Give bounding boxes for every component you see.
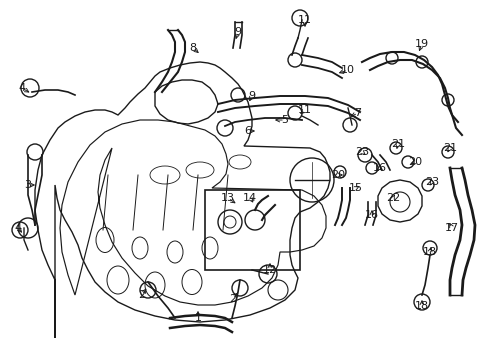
- Text: 21: 21: [443, 143, 457, 153]
- Text: 9: 9: [234, 27, 242, 37]
- Text: 17: 17: [445, 223, 459, 233]
- Text: 3: 3: [24, 180, 31, 190]
- Text: 21: 21: [391, 139, 405, 149]
- Text: 4: 4: [19, 83, 25, 93]
- Text: 16: 16: [365, 210, 379, 220]
- Text: 11: 11: [298, 15, 312, 25]
- Text: 19: 19: [415, 39, 429, 49]
- Text: 8: 8: [190, 43, 196, 53]
- Text: 6: 6: [245, 126, 251, 136]
- Text: 10: 10: [341, 65, 355, 75]
- Text: 1: 1: [195, 313, 201, 323]
- Text: 5: 5: [281, 115, 289, 125]
- Text: 11: 11: [298, 105, 312, 115]
- Text: 15: 15: [349, 183, 363, 193]
- Text: 18: 18: [415, 301, 429, 311]
- Text: 20: 20: [331, 170, 345, 180]
- Text: 16: 16: [373, 163, 387, 173]
- Text: 2: 2: [229, 294, 237, 304]
- Text: 14: 14: [243, 193, 257, 203]
- Text: 4: 4: [14, 223, 22, 233]
- Text: 2: 2: [139, 290, 146, 300]
- Text: 7: 7: [354, 108, 362, 118]
- Bar: [205, 190, 300, 270]
- Text: 22: 22: [386, 193, 400, 203]
- Text: 23: 23: [355, 147, 369, 157]
- Text: 12: 12: [263, 265, 277, 275]
- Text: 23: 23: [425, 177, 439, 187]
- Text: 9: 9: [248, 91, 256, 101]
- Text: 13: 13: [221, 193, 235, 203]
- Text: 20: 20: [408, 157, 422, 167]
- Text: 18: 18: [423, 247, 437, 257]
